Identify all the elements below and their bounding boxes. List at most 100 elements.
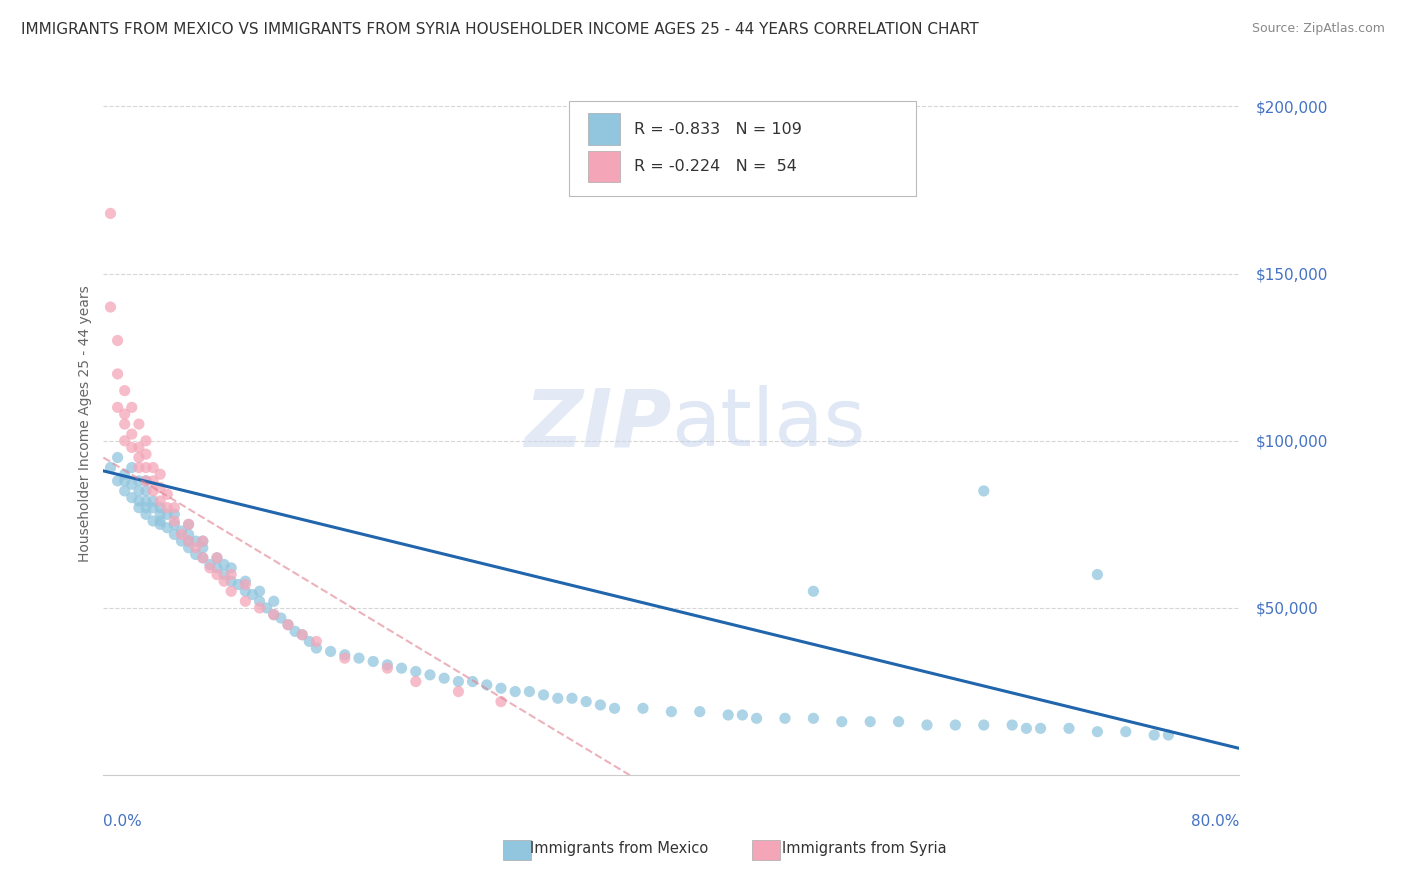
Point <box>219 567 242 582</box>
Point <box>135 494 157 508</box>
Point <box>533 688 555 702</box>
Point <box>235 577 257 591</box>
Point <box>107 367 129 381</box>
Point <box>149 508 172 522</box>
Point <box>277 617 299 632</box>
Text: atlas: atlas <box>672 385 866 463</box>
Point <box>717 708 740 723</box>
Point <box>689 705 711 719</box>
Point <box>205 550 228 565</box>
Point <box>100 300 122 314</box>
Point <box>475 678 498 692</box>
Point <box>121 477 143 491</box>
Point <box>219 584 242 599</box>
Point <box>915 718 938 732</box>
Point <box>219 561 242 575</box>
Point <box>149 494 172 508</box>
Point <box>100 460 122 475</box>
Point <box>249 601 271 615</box>
Point <box>149 467 172 482</box>
Point <box>270 611 292 625</box>
Point <box>128 417 150 431</box>
Point <box>114 407 136 421</box>
Text: ZIP: ZIP <box>524 385 672 463</box>
Point <box>377 657 399 672</box>
Point <box>170 524 193 538</box>
Point <box>1029 722 1052 736</box>
Point <box>156 500 179 515</box>
Point <box>226 577 249 591</box>
Text: R = -0.833   N = 109: R = -0.833 N = 109 <box>634 121 801 136</box>
Point <box>803 711 825 725</box>
Point <box>142 494 165 508</box>
Point <box>284 624 307 639</box>
Point <box>263 594 285 608</box>
Bar <box>589 151 620 182</box>
Point <box>149 481 172 495</box>
Point <box>170 527 193 541</box>
Point <box>135 460 157 475</box>
Point <box>391 661 413 675</box>
Point <box>114 483 136 498</box>
Point <box>149 514 172 528</box>
Bar <box>503 840 531 860</box>
Point <box>205 567 228 582</box>
Point <box>319 644 342 658</box>
Text: R = -0.224   N =  54: R = -0.224 N = 54 <box>634 159 797 174</box>
Point <box>191 550 214 565</box>
Point <box>163 527 186 541</box>
Point <box>305 634 328 648</box>
Bar <box>752 840 780 860</box>
Point <box>184 548 207 562</box>
Point <box>256 601 278 615</box>
Point <box>114 434 136 448</box>
Point <box>142 514 165 528</box>
Point <box>433 671 456 685</box>
Point <box>291 628 314 642</box>
Point <box>177 517 200 532</box>
Point <box>235 584 257 599</box>
Point <box>242 588 264 602</box>
Point <box>447 674 470 689</box>
Point <box>142 460 165 475</box>
Point <box>661 705 683 719</box>
Point <box>489 695 512 709</box>
Point <box>128 474 150 488</box>
Point <box>519 684 541 698</box>
Point <box>575 695 598 709</box>
Point <box>191 534 214 549</box>
Point <box>205 550 228 565</box>
Point <box>219 574 242 589</box>
Point <box>561 691 583 706</box>
Point <box>135 447 157 461</box>
Point <box>114 417 136 431</box>
Point <box>887 714 910 729</box>
Point <box>177 541 200 555</box>
Point <box>263 607 285 622</box>
Text: Immigrants from Syria: Immigrants from Syria <box>782 841 948 856</box>
Point <box>361 655 384 669</box>
Point <box>114 467 136 482</box>
Text: IMMIGRANTS FROM MEXICO VS IMMIGRANTS FROM SYRIA HOUSEHOLDER INCOME AGES 25 - 44 : IMMIGRANTS FROM MEXICO VS IMMIGRANTS FRO… <box>21 22 979 37</box>
Point <box>503 684 526 698</box>
Bar <box>589 113 620 145</box>
Point <box>447 684 470 698</box>
Point <box>745 711 768 725</box>
Point <box>1085 724 1108 739</box>
Point <box>121 401 143 415</box>
Point <box>107 334 129 348</box>
Point <box>547 691 569 706</box>
Point <box>114 474 136 488</box>
Point <box>1115 724 1137 739</box>
Point <box>603 701 626 715</box>
Point <box>184 541 207 555</box>
Point <box>177 534 200 549</box>
Text: 80.0%: 80.0% <box>1191 814 1239 829</box>
Point <box>1015 722 1038 736</box>
Point <box>461 674 484 689</box>
Point <box>135 500 157 515</box>
Point <box>135 508 157 522</box>
Point <box>107 474 129 488</box>
Point <box>191 534 214 549</box>
Point <box>973 718 995 732</box>
